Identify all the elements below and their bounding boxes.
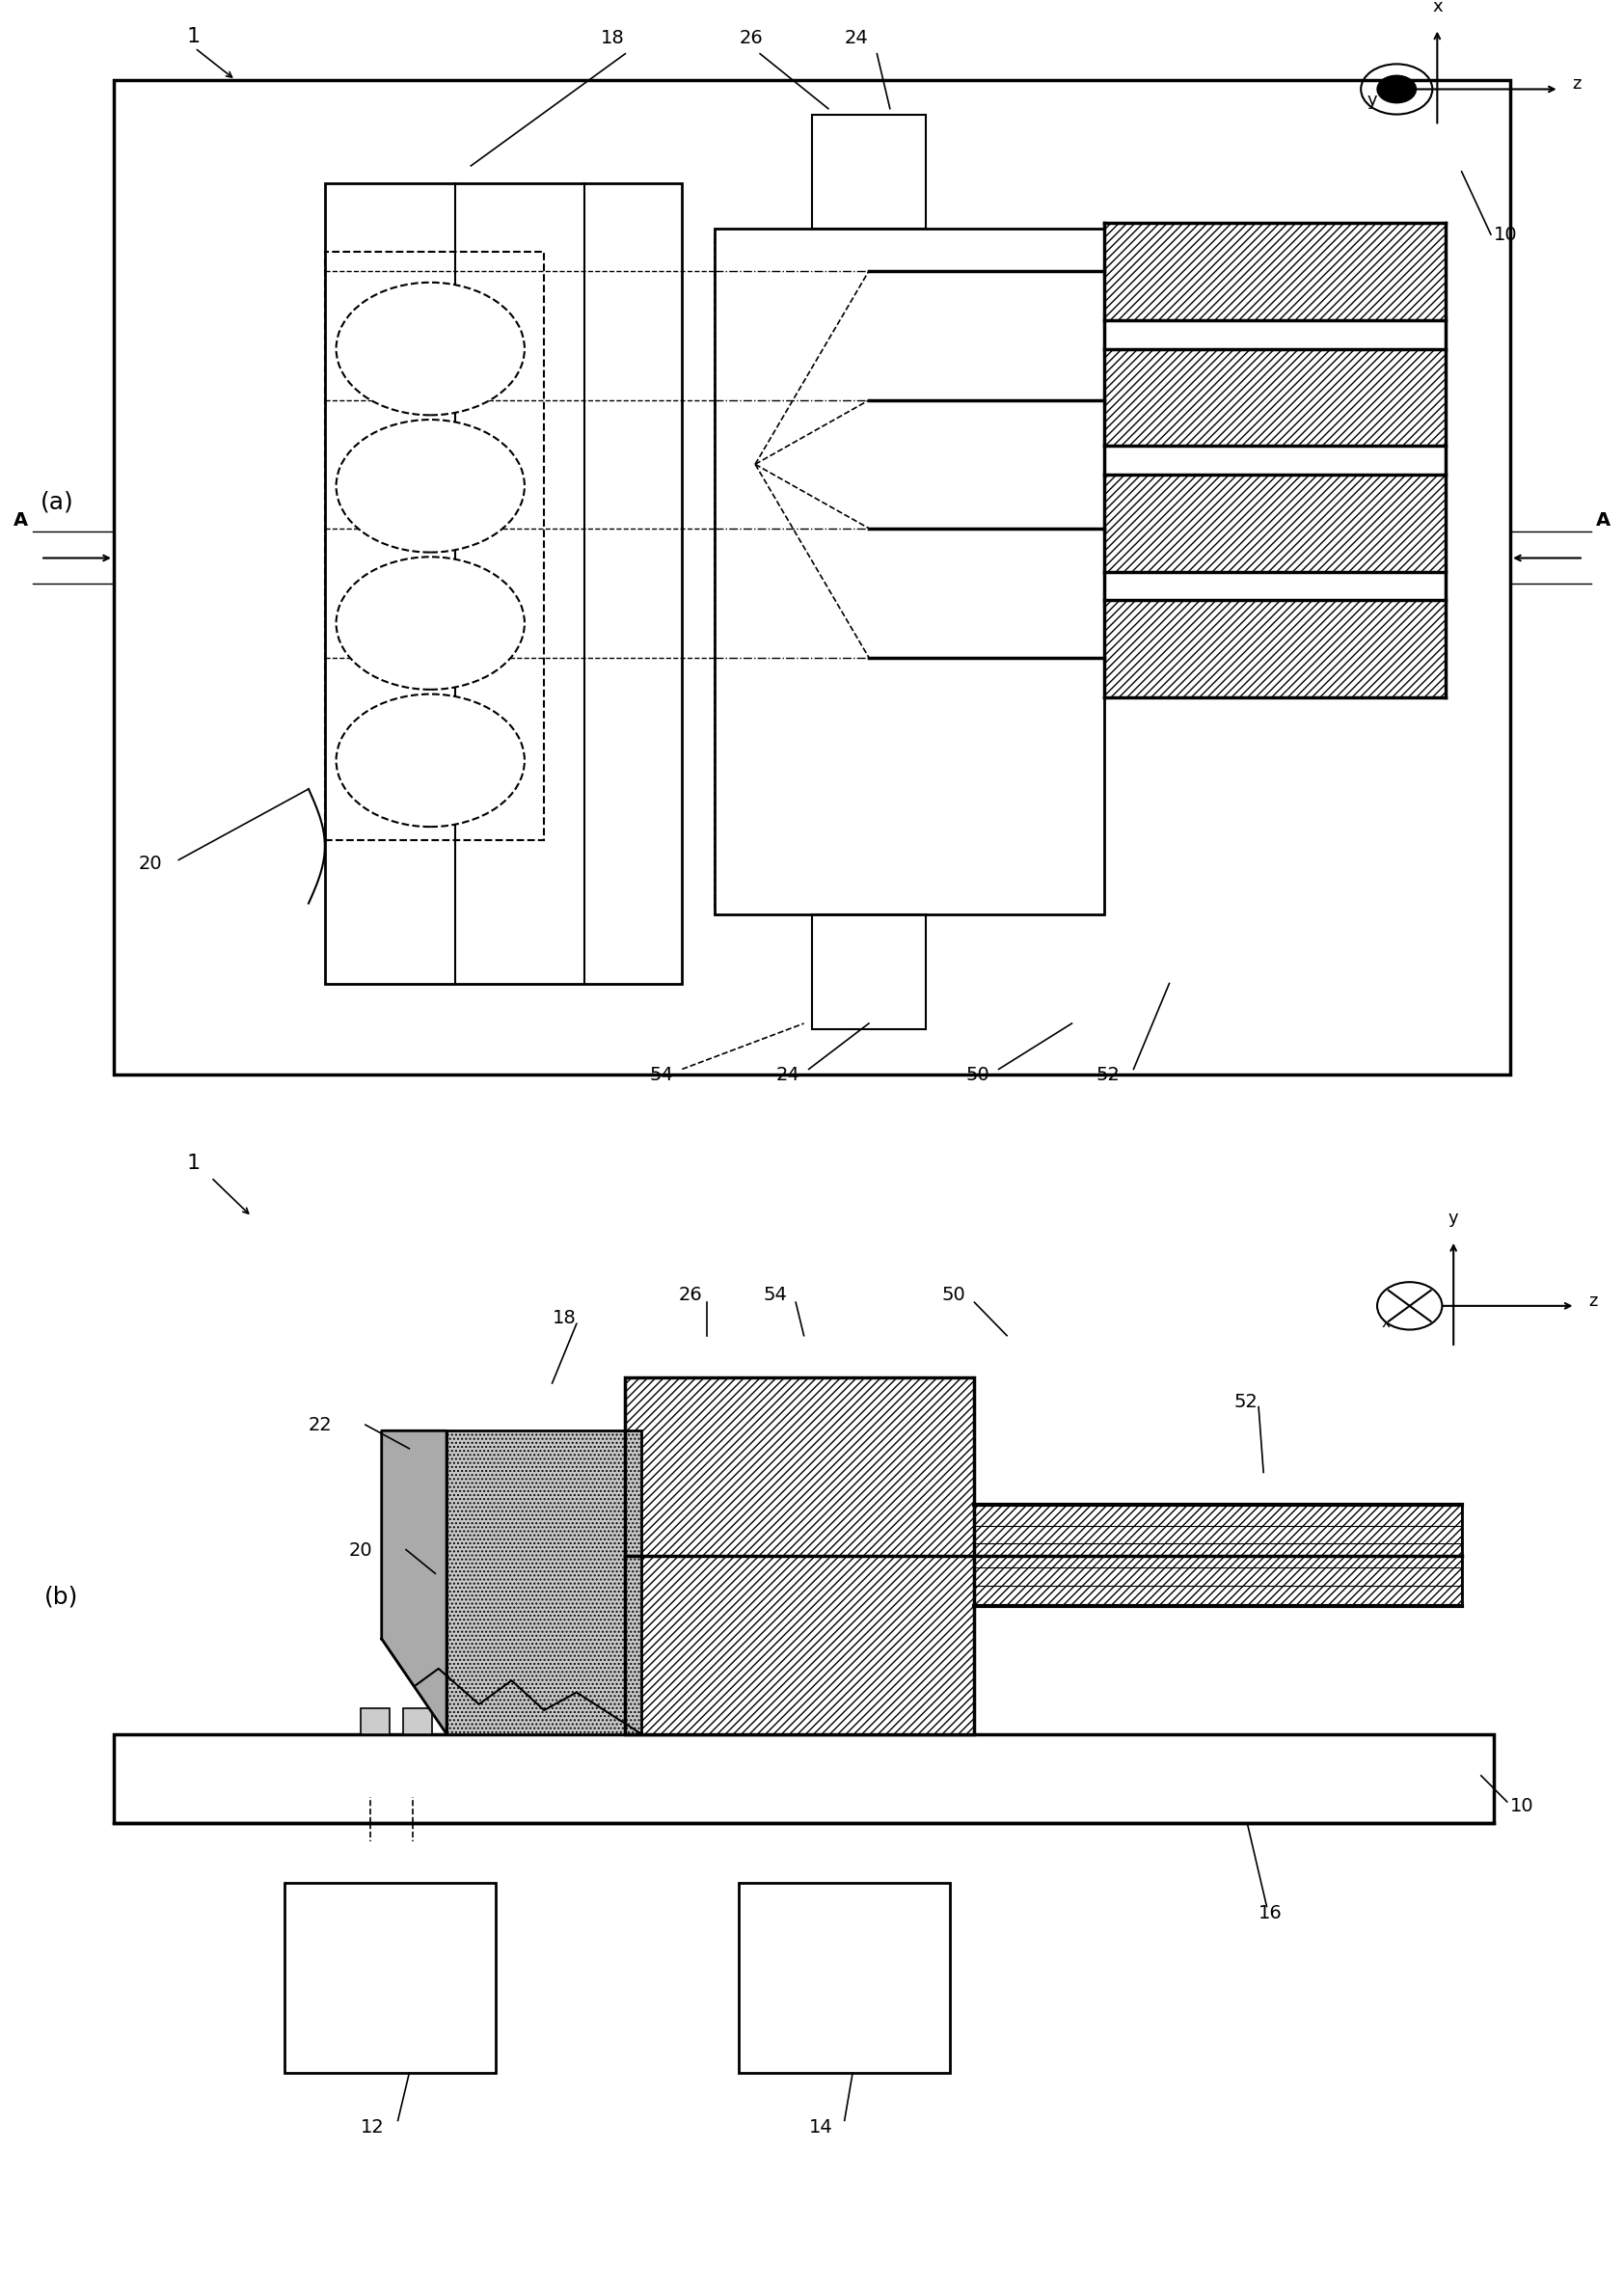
Bar <box>838 1708 867 1734</box>
Text: A: A <box>15 512 28 531</box>
Bar <box>715 229 1104 915</box>
Circle shape <box>336 421 525 553</box>
Bar <box>325 252 544 842</box>
Bar <box>812 915 926 1029</box>
Bar <box>625 1377 974 1734</box>
Bar <box>114 1734 1494 1823</box>
Text: x: x <box>1382 1315 1390 1331</box>
Bar <box>361 1708 390 1734</box>
Bar <box>447 1432 641 1734</box>
Text: 54: 54 <box>650 1066 674 1084</box>
Bar <box>974 1505 1462 1605</box>
Bar <box>812 114 926 229</box>
Text: y: y <box>1449 1210 1458 1226</box>
Bar <box>625 1377 974 1734</box>
Bar <box>1104 476 1445 572</box>
Text: 18: 18 <box>601 30 625 48</box>
Text: 10: 10 <box>1494 226 1518 245</box>
Text: 24: 24 <box>776 1066 801 1084</box>
Text: 26: 26 <box>739 30 763 48</box>
Circle shape <box>1377 1283 1442 1329</box>
Circle shape <box>336 284 525 416</box>
Bar <box>974 1505 1462 1605</box>
Text: A: A <box>1596 512 1609 531</box>
Text: 20: 20 <box>138 855 162 874</box>
Text: 52: 52 <box>1234 1393 1259 1411</box>
Text: 20: 20 <box>349 1541 374 1560</box>
Text: (b): (b) <box>44 1585 80 1608</box>
Circle shape <box>336 556 525 691</box>
Bar <box>403 1708 432 1734</box>
Text: z: z <box>1588 1292 1598 1310</box>
Circle shape <box>336 695 525 828</box>
Text: 12: 12 <box>361 2118 385 2136</box>
Text: 24: 24 <box>844 30 869 48</box>
Bar <box>1104 350 1445 446</box>
Text: z: z <box>1572 75 1582 94</box>
Circle shape <box>1377 75 1416 103</box>
Text: 52: 52 <box>1096 1066 1121 1084</box>
Text: 26: 26 <box>679 1285 703 1304</box>
Bar <box>1104 601 1445 698</box>
Text: (a): (a) <box>41 489 73 515</box>
Text: 1: 1 <box>187 27 200 46</box>
Bar <box>739 1882 950 2072</box>
Text: y: y <box>1367 91 1377 110</box>
Bar <box>284 1882 495 2072</box>
Polygon shape <box>382 1432 447 1734</box>
Bar <box>1104 224 1445 320</box>
Bar <box>114 80 1510 1075</box>
Text: 16: 16 <box>1259 1903 1283 1921</box>
Text: 14: 14 <box>809 2118 833 2136</box>
Text: x: x <box>1432 0 1442 16</box>
Bar <box>796 1708 825 1734</box>
Text: 54: 54 <box>763 1285 788 1304</box>
Text: 10: 10 <box>1510 1798 1535 1816</box>
Bar <box>325 183 682 983</box>
Text: 50: 50 <box>966 1066 991 1084</box>
Text: 18: 18 <box>552 1308 577 1326</box>
Text: 50: 50 <box>942 1285 966 1304</box>
Text: 1: 1 <box>187 1153 200 1173</box>
Text: 22: 22 <box>309 1416 333 1434</box>
